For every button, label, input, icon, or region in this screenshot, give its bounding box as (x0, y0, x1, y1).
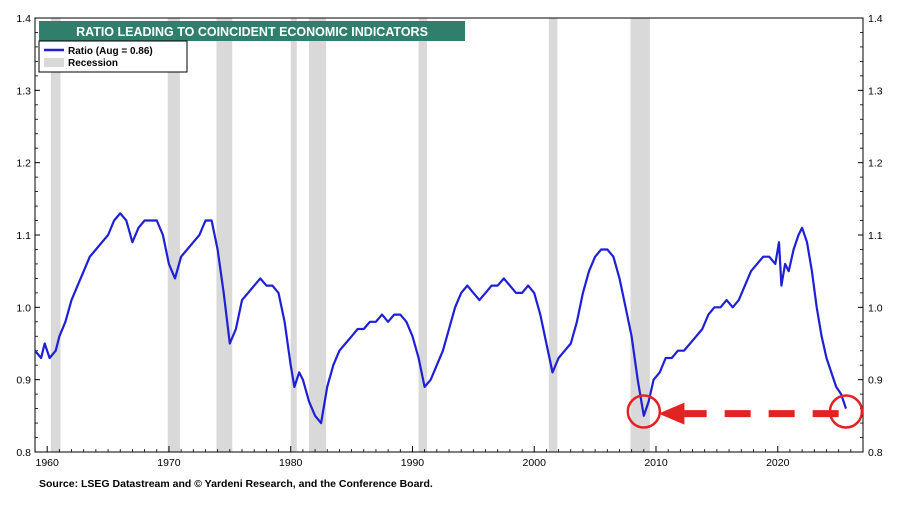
recession-band-3 (216, 18, 233, 452)
y-tick-label-right: 1.4 (868, 13, 883, 25)
axes: 0.8 0.8 0.9 0.9 1.0 1.0 1.1 1.1 1.2 1.2 1.3 1.3 1.4 1… (16, 13, 882, 469)
annotations (626, 394, 864, 429)
recession-bands (50, 18, 650, 452)
legend: Ratio (Aug = 0.86) Recession (38, 40, 188, 73)
legend-recession-label: Recession (68, 58, 118, 69)
x-tick-label: 2020 (766, 457, 790, 469)
y-tick-label-left: 1.0 (16, 302, 31, 314)
x-tick-label: 1990 (401, 457, 425, 469)
chart-title-box (39, 21, 465, 41)
y-tick-label-right: 1.3 (868, 85, 883, 97)
y-tick-label-right: 0.8 (868, 447, 883, 459)
source-note: Source: LSEG Datastream and © Yardeni Re… (39, 478, 433, 490)
legend-recession-swatch (44, 58, 64, 67)
y-tick-label-right: 0.9 (868, 375, 883, 387)
recession-band-7 (548, 18, 558, 452)
x-tick-label: 2000 (523, 457, 547, 469)
y-tick-label-left: 0.8 (16, 447, 31, 459)
x-tick-label: 1980 (279, 457, 303, 469)
y-tick-label-right: 1.2 (868, 158, 883, 170)
x-tick-label: 1960 (35, 457, 59, 469)
series-line-ratio (34, 212, 848, 425)
y-tick-label-left: 1.1 (16, 230, 31, 242)
y-tick-label-right: 1.0 (868, 302, 883, 314)
legend-frame (38, 40, 188, 73)
legend-series-label: Ratio (Aug = 0.86) (68, 46, 153, 57)
y-tick-label-left: 0.9 (16, 375, 31, 387)
annotation-arrow-head (658, 402, 685, 425)
annotation-circle-1 (626, 394, 662, 429)
recession-band-1 (50, 18, 61, 452)
y-tick-label-right: 1.1 (868, 230, 883, 242)
recession-band-5 (308, 18, 327, 452)
recession-band-8 (630, 18, 650, 452)
recession-band-2 (167, 18, 180, 452)
y-tick-label-left: 1.4 (16, 13, 31, 25)
x-tick-label: 1970 (157, 457, 181, 469)
y-tick-label-left: 1.2 (16, 158, 31, 170)
recession-band-4 (290, 18, 297, 452)
y-tick-label-left: 1.3 (16, 85, 31, 97)
recession-band-6 (418, 18, 428, 452)
chart-title: RATIO LEADING TO COINCIDENT ECONOMIC IND… (76, 25, 428, 39)
series-lines (34, 212, 848, 425)
x-tick-label: 2010 (644, 457, 668, 469)
